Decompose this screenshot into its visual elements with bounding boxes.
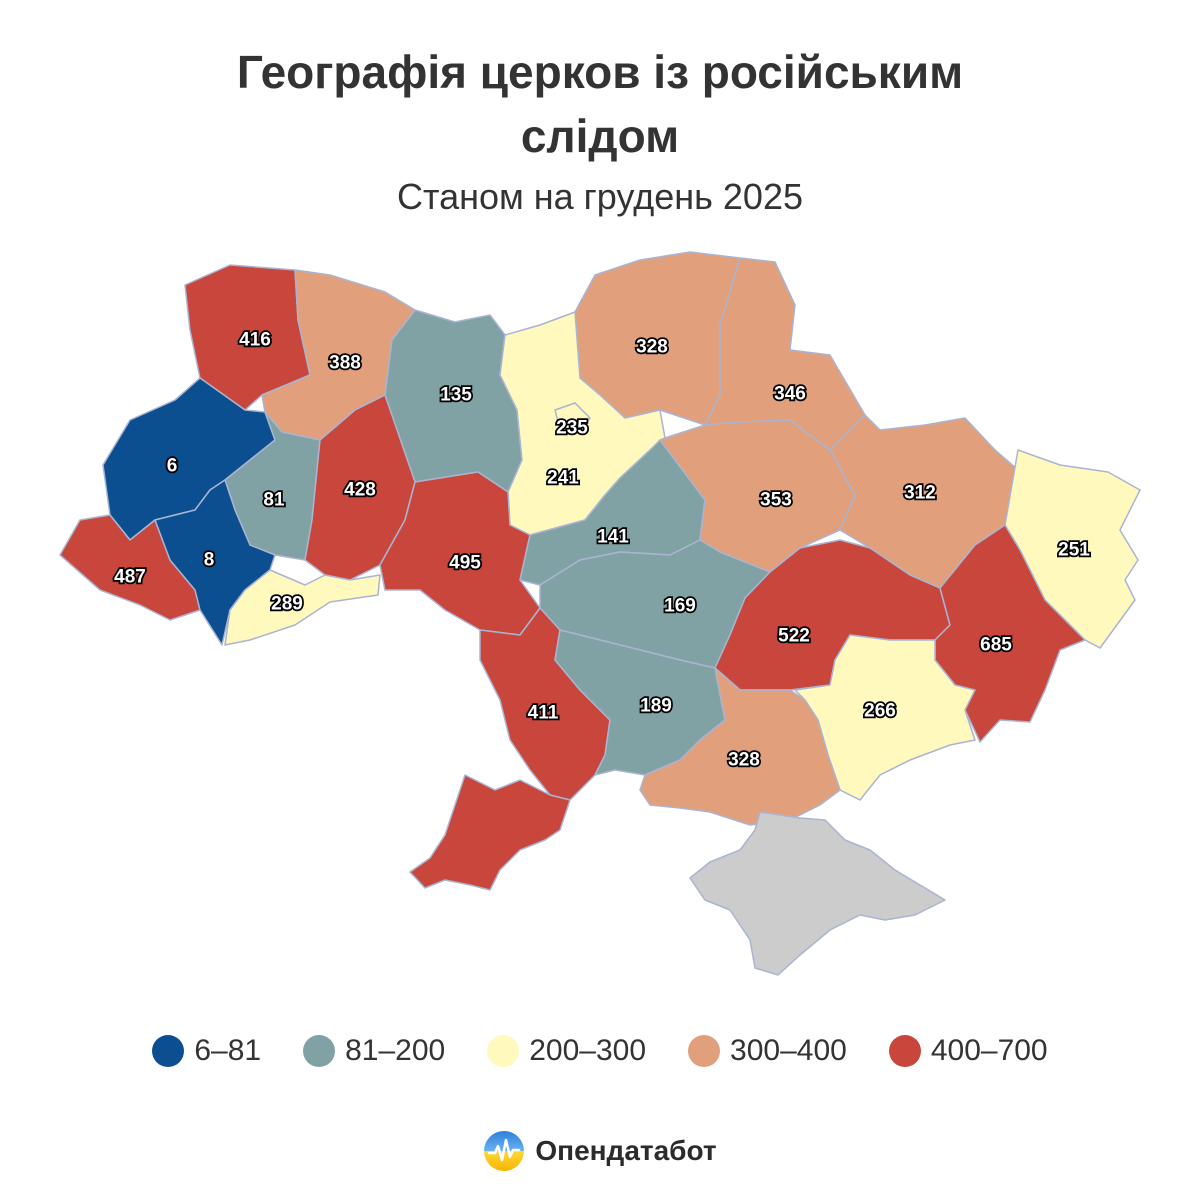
legend-label: 81–200 [345,1034,446,1067]
ukraine-map: 416 388 135 235 241 328 346 6 81 428 495… [59,251,1141,976]
value-label-kyiv-city: 235 [556,418,588,439]
value-label-luhansk: 251 [1058,540,1090,561]
value-label-ternopil: 81 [263,490,285,511]
region-chernivtsi [224,569,381,646]
title-line-1: Географія церков із російським [236,46,964,98]
value-label-mykolaiv: 189 [640,696,672,717]
value-label-volyn: 416 [239,330,271,351]
legend-item: 200–300 [487,1034,646,1068]
page-title: Географія церков із російським слідом [0,40,1200,168]
region-odesa-south [409,774,571,891]
legend-swatch [487,1035,520,1067]
region-zakarpattia [59,514,201,621]
value-label-khmelnytskyi: 428 [344,480,376,501]
value-label-chernihiv: 328 [636,337,668,358]
legend: 6–81 81–200 200–300 300–400 400–700 [0,1034,1200,1068]
region-crimea [689,811,946,976]
legend-label: 6–81 [194,1034,262,1067]
value-label-zhytomyr: 135 [440,385,472,406]
legend-swatch [688,1035,721,1067]
value-label-poltava: 353 [760,490,792,511]
region-kherson [639,667,841,826]
value-label-zakarpattia: 487 [114,567,146,588]
legend-item: 6–81 [152,1034,261,1068]
legend-label: 200–300 [529,1034,647,1067]
value-label-lviv: 6 [167,456,178,477]
value-label-rivne: 388 [329,353,361,374]
legend-swatch [303,1035,336,1067]
brand: Опендатабот [0,1130,1200,1172]
brand-name: Опендатабот [535,1135,717,1166]
value-label-chernivtsi: 289 [271,594,303,615]
legend-swatch [152,1035,185,1067]
value-label-donetsk: 685 [980,635,1012,656]
legend-item: 81–200 [303,1034,445,1068]
legend-swatch [888,1035,921,1067]
value-label-zaporizhzhia: 266 [864,701,896,722]
opendatabot-logo-icon [484,1131,525,1171]
legend-label: 400–700 [930,1034,1048,1067]
title-line-2: слідом [520,110,680,162]
value-label-kyiv-oblast: 241 [547,468,579,489]
page-subtitle: Станом на грудень 2025 [397,176,803,217]
region-kyiv-city [554,402,591,433]
value-label-kherson: 328 [728,750,760,771]
legend-label: 300–400 [730,1034,847,1067]
value-label-ivano-frankivsk: 8 [204,550,215,571]
value-label-vinnytsia: 495 [449,553,481,574]
value-label-kharkiv: 312 [904,483,936,504]
value-label-dnipro: 522 [778,626,810,647]
legend-item: 400–700 [888,1034,1048,1068]
value-label-kirovohrad: 169 [664,596,696,617]
value-label-cherkasy: 141 [597,527,629,548]
value-label-sumy: 346 [774,384,806,405]
legend-item: 300–400 [688,1034,847,1068]
value-label-odesa-north: 411 [528,703,559,724]
